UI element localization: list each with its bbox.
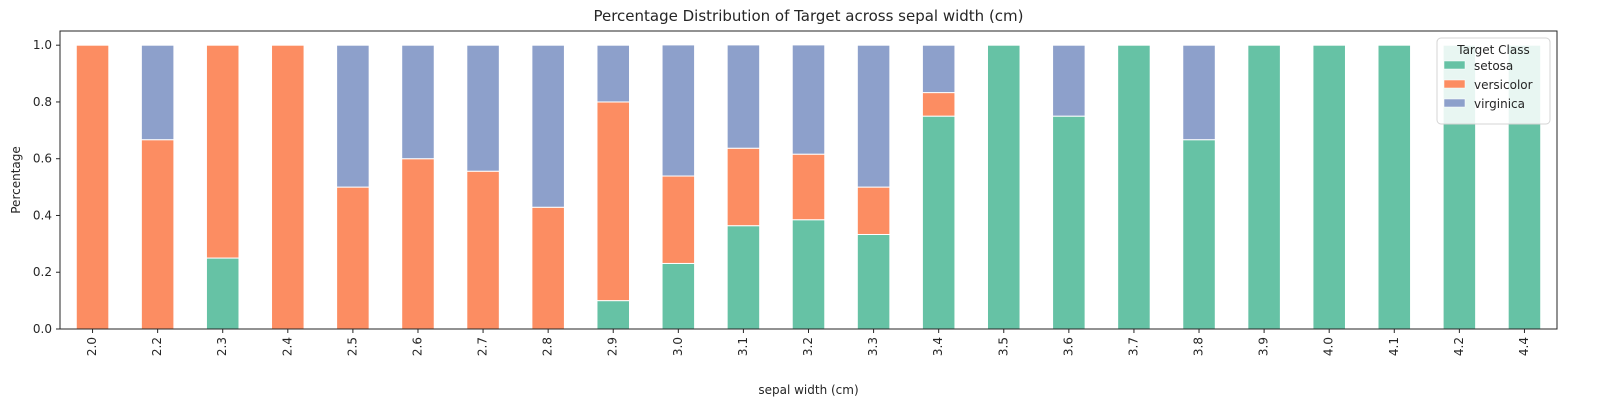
x-tick-label: 4.4	[1517, 337, 1531, 356]
bar-virginica-3.4	[921, 44, 956, 94]
bar-setosa-3.0	[661, 262, 696, 330]
bar-virginica-3.0	[661, 44, 696, 177]
y-tick-label: 0.0	[33, 322, 52, 336]
bar-virginica-2.7	[466, 44, 500, 172]
bar-versicolor-3.0	[661, 175, 696, 264]
x-tick-label: 4.1	[1387, 337, 1401, 356]
x-tick-label: 3.5	[996, 337, 1010, 356]
x-tick-label: 3.7	[1126, 337, 1140, 356]
bar-versicolor-2.0	[75, 44, 110, 330]
legend-swatch-setosa	[1443, 60, 1466, 70]
x-tick-label: 3.2	[801, 337, 815, 356]
bar-setosa-3.4	[921, 115, 956, 330]
plot-frame	[59, 30, 1558, 330]
y-tick-label: 0.2	[33, 265, 52, 279]
bar-setosa-2.3	[205, 257, 240, 330]
x-tick-label: 4.0	[1322, 337, 1336, 356]
bar-virginica-2.5	[336, 44, 370, 188]
bar-setosa-3.9	[1247, 44, 1281, 330]
bar-virginica-3.8	[1182, 44, 1216, 141]
bar-setosa-2.9	[596, 300, 631, 330]
bar-virginica-2.8	[531, 44, 565, 208]
legend-label-setosa: setosa	[1474, 59, 1513, 73]
x-tick-label: 2.5	[345, 337, 359, 356]
bar-versicolor-3.3	[856, 186, 891, 235]
bar-virginica-2.6	[401, 44, 435, 160]
x-tick-label: 3.0	[671, 337, 685, 356]
bar-virginica-3.1	[726, 44, 761, 149]
x-tick-label: 2.6	[410, 337, 424, 356]
bar-versicolor-2.3	[205, 44, 240, 259]
x-tick-label: 2.9	[606, 337, 620, 356]
legend-title: Target Class	[1456, 43, 1530, 57]
bar-versicolor-2.7	[466, 170, 500, 330]
bar-virginica-2.9	[596, 44, 631, 103]
chart-title: Percentage Distribution of Target across…	[593, 7, 1023, 25]
bar-versicolor-2.5	[336, 186, 370, 330]
x-tick-label: 3.1	[736, 337, 750, 356]
bar-setosa-3.8	[1182, 139, 1216, 330]
x-axis-label: sepal width (cm)	[758, 383, 858, 397]
x-tick-label: 3.8	[1192, 337, 1206, 356]
x-tick-label: 3.4	[931, 337, 945, 356]
bar-versicolor-2.6	[401, 158, 435, 330]
bar-setosa-3.7	[1117, 44, 1151, 330]
bar-virginica-3.6	[1052, 44, 1086, 117]
y-axis-label: Percentage	[9, 146, 23, 214]
bar-setosa-3.5	[986, 44, 1021, 330]
x-tick-label: 3.9	[1257, 337, 1271, 356]
x-tick-label: 3.3	[866, 337, 880, 356]
bar-versicolor-2.8	[531, 206, 565, 330]
x-tick-label: 3.6	[1061, 337, 1075, 356]
x-tick-label: 2.4	[280, 337, 294, 356]
y-tick-label: 0.6	[33, 152, 52, 166]
legend-label-versicolor: versicolor	[1474, 78, 1533, 92]
bar-virginica-2.2	[140, 44, 175, 141]
bar-setosa-4.1	[1377, 44, 1412, 330]
bar-versicolor-2.4	[271, 44, 305, 330]
bar-versicolor-3.1	[726, 147, 761, 227]
bar-setosa-3.2	[791, 219, 826, 330]
legend-label-virginica: virginica	[1474, 97, 1525, 111]
bar-versicolor-3.4	[921, 92, 956, 117]
bar-versicolor-2.9	[596, 101, 631, 302]
bar-versicolor-2.2	[140, 139, 175, 330]
x-tick-label: 2.8	[541, 337, 555, 356]
bar-versicolor-3.2	[791, 153, 826, 221]
bar-setosa-3.3	[856, 233, 891, 330]
y-tick-label: 0.8	[33, 95, 52, 109]
bar-virginica-3.3	[856, 44, 891, 188]
bar-virginica-3.2	[791, 44, 826, 155]
x-tick-label: 2.0	[85, 337, 99, 356]
legend-swatch-virginica	[1443, 98, 1466, 108]
legend-swatch-versicolor	[1443, 79, 1466, 89]
y-tick-label: 0.4	[33, 208, 52, 222]
bar-setosa-4.0	[1312, 44, 1346, 330]
bar-setosa-3.6	[1052, 115, 1086, 330]
x-tick-label: 4.2	[1452, 337, 1466, 356]
x-tick-label: 2.7	[476, 337, 490, 356]
x-tick-label: 2.2	[150, 337, 164, 356]
x-tick-label: 2.3	[215, 337, 229, 356]
y-tick-label: 1.0	[33, 38, 52, 52]
bar-setosa-3.1	[726, 225, 761, 330]
